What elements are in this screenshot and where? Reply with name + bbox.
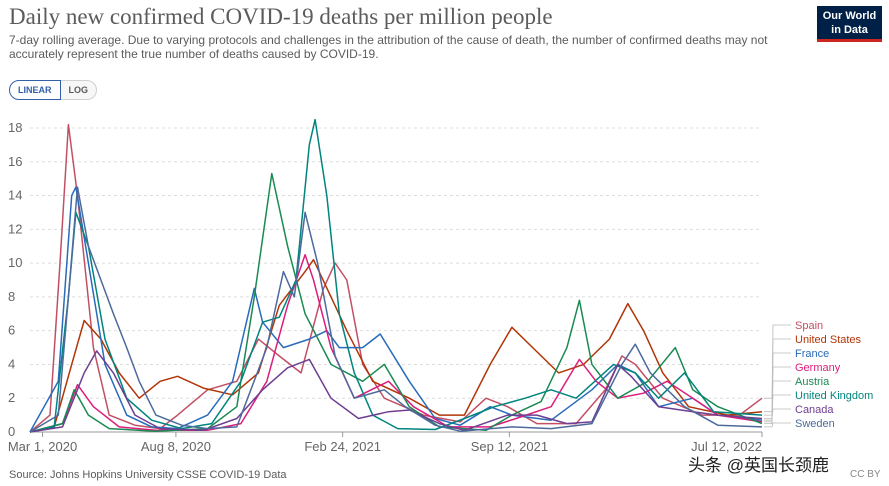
y-tick-label: 14: [8, 188, 22, 203]
x-tick-label: Mar 1, 2020: [8, 439, 77, 454]
y-tick-label: 16: [8, 154, 22, 169]
x-tick-label: Jul 12, 2022: [691, 439, 762, 454]
series-line: [29, 172, 763, 433]
legend-label: France: [795, 348, 829, 360]
series-line: [29, 186, 763, 433]
legend-connector: [764, 352, 791, 421]
legend-label: Germany: [795, 362, 841, 374]
y-tick-label: 0: [8, 424, 15, 439]
scale-toggle: LINEAR LOG: [9, 80, 97, 100]
legend-connector: [764, 394, 791, 416]
legend-label: Sweden: [795, 418, 835, 430]
y-tick-label: 4: [8, 356, 15, 371]
chart-title: Daily new confirmed COVID-19 deaths per …: [9, 4, 553, 29]
legend-label: Canada: [795, 404, 834, 416]
legend-label: Spain: [795, 320, 823, 332]
legend-connector: [764, 324, 791, 399]
source-text[interactable]: Source: Johns Hopkins University CSSE CO…: [9, 469, 287, 481]
series-line: [29, 186, 763, 433]
y-tick-label: 18: [8, 120, 22, 135]
x-tick-label: Feb 24, 2021: [304, 439, 381, 454]
owid-logo[interactable]: Our World in Data: [817, 6, 882, 42]
legend-label: United States: [795, 334, 862, 346]
linear-scale-button[interactable]: LINEAR: [9, 80, 61, 100]
x-tick-label: Aug 8, 2020: [141, 439, 211, 454]
series-line: [29, 123, 763, 433]
y-tick-label: 6: [8, 323, 15, 338]
x-tick-label: Sep 12, 2021: [471, 439, 548, 454]
license-text[interactable]: CC BY: [850, 469, 881, 480]
series-line: [29, 253, 763, 433]
legend-connector: [764, 380, 791, 424]
legend-connector: [764, 408, 791, 419]
series-line: [29, 350, 763, 433]
legend-connector: [764, 366, 791, 423]
y-tick-label: 12: [8, 221, 22, 236]
series-line: [29, 258, 763, 433]
y-tick-label: 2: [8, 390, 15, 405]
log-scale-button[interactable]: LOG: [60, 80, 97, 100]
legend-label: United Kingdom: [795, 390, 873, 402]
legend-connector: [764, 338, 791, 413]
y-tick-label: 8: [8, 289, 15, 304]
watermark-text: 头条 @英国长颈鹿: [688, 456, 829, 475]
y-tick-label: 10: [8, 255, 22, 270]
logo-line-2: in Data: [831, 24, 868, 36]
legend-connector: [764, 422, 791, 428]
legend-label: Austria: [795, 376, 830, 388]
logo-line-1: Our World: [822, 10, 877, 22]
series-line: [29, 118, 763, 433]
chart-subtitle: 7-day rolling average. Due to varying pr…: [9, 33, 768, 61]
